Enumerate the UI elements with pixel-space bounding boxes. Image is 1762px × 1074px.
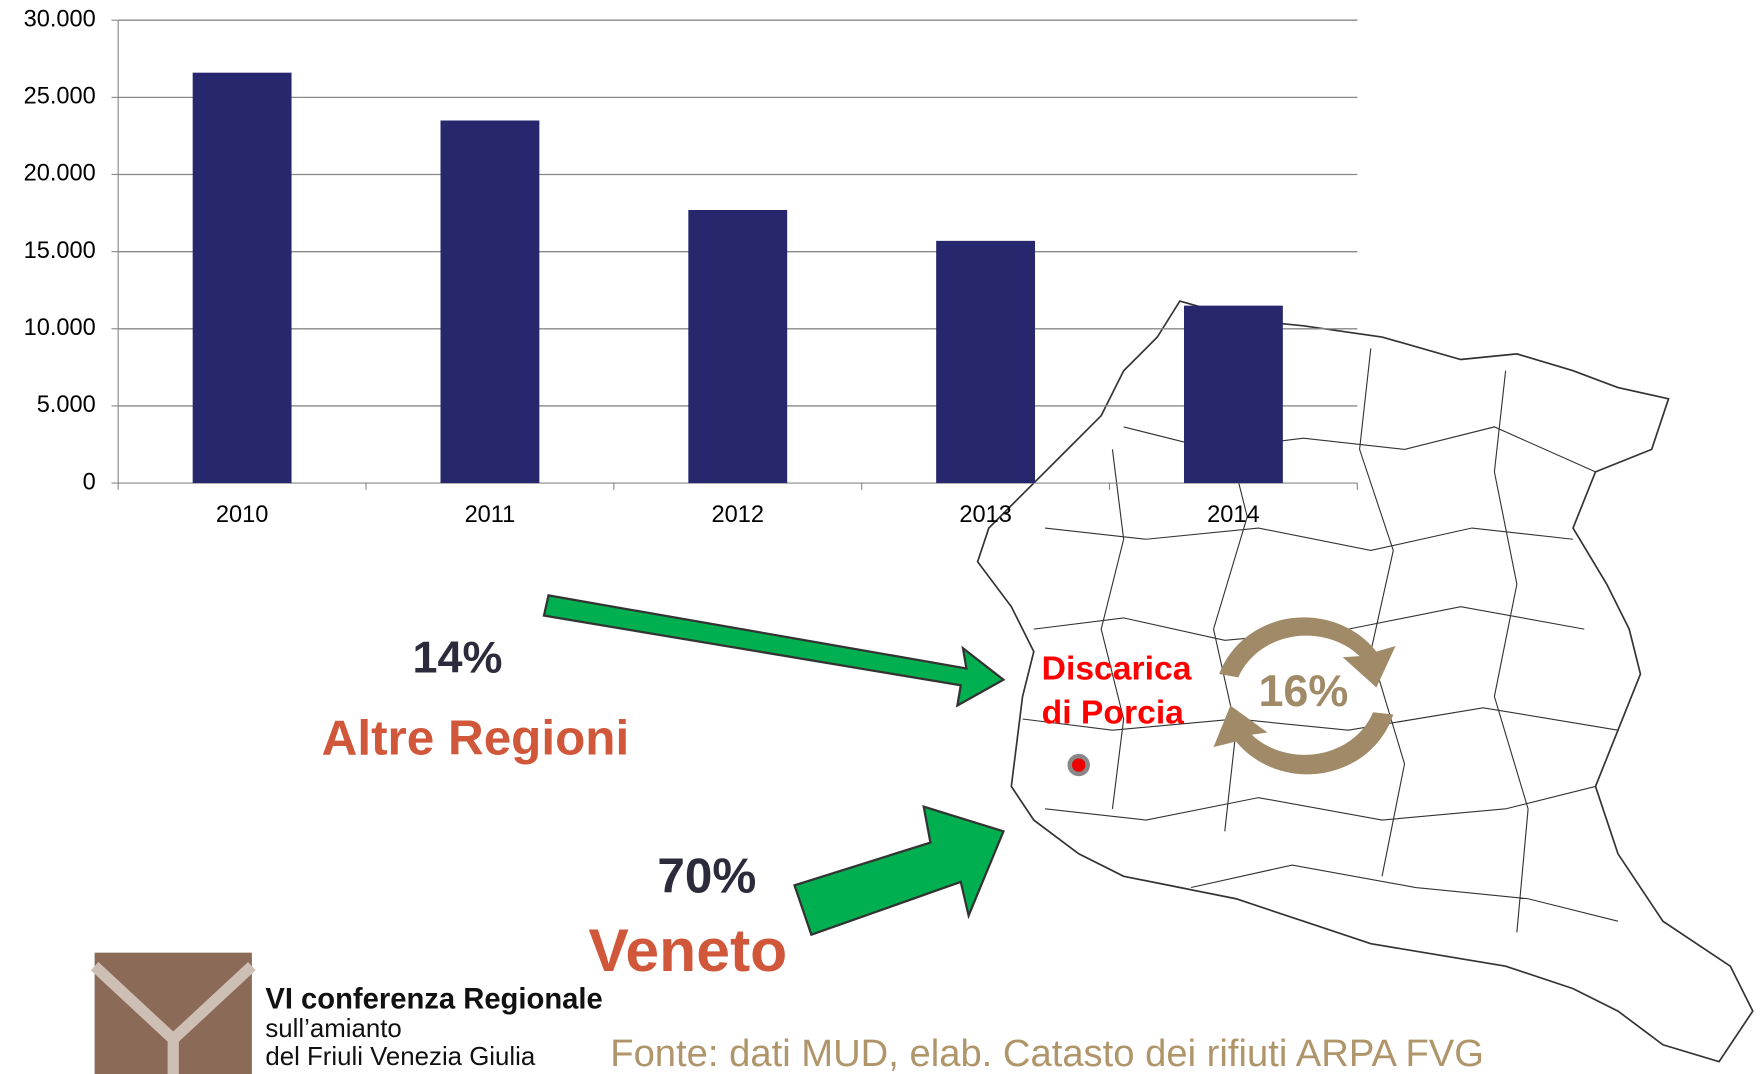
x-tick-label: 2014 (1207, 501, 1259, 527)
x-tick-label: 2013 (959, 501, 1011, 527)
arrow-other (544, 595, 1003, 705)
bar (193, 73, 292, 483)
bar (441, 121, 540, 484)
y-tick-label: 20.000 (24, 160, 96, 186)
y-tick-label: 30.000 (24, 5, 96, 31)
x-tick-label: 2010 (216, 501, 268, 527)
x-tick-label: 2012 (712, 501, 764, 527)
chart: 0 5.000 10.000 15.000 20.000 25.000 30.000 2010… (24, 5, 1358, 526)
label-veneto: Veneto (588, 916, 787, 984)
arrow-veneto (794, 807, 1003, 935)
logo-subtitle: sull’amianto (265, 1015, 401, 1043)
y-tick-label: 15.000 (24, 237, 96, 263)
slide: 14% Altre Regioni 70% Veneto Discarica d… (0, 0, 1762, 1074)
bar (688, 210, 787, 483)
share-other: 14% (413, 631, 503, 682)
logo-title: VI conferenza Regionale (265, 984, 602, 1016)
share-veneto: 70% (657, 849, 756, 904)
source-note: Fonte: dati MUD, elab. Catasto dei rifiu… (610, 1032, 1484, 1074)
site-label: Discarica (1042, 650, 1192, 688)
logo-subtitle: del Friuli Venezia Giulia (265, 1043, 536, 1071)
y-tick-label: 5.000 (37, 391, 96, 417)
y-tick-label: 25.000 (24, 83, 96, 109)
share-local: 16% (1258, 665, 1348, 716)
label-other: Altre Regioni (322, 711, 630, 766)
bar (936, 241, 1035, 483)
bar (1184, 306, 1283, 483)
y-tick-label: 10.000 (24, 314, 96, 340)
x-tick-label: 2011 (465, 501, 516, 527)
site-label: di Porcia (1042, 693, 1185, 731)
site-dot (1072, 758, 1085, 771)
y-tick-label: 0 (83, 468, 96, 494)
